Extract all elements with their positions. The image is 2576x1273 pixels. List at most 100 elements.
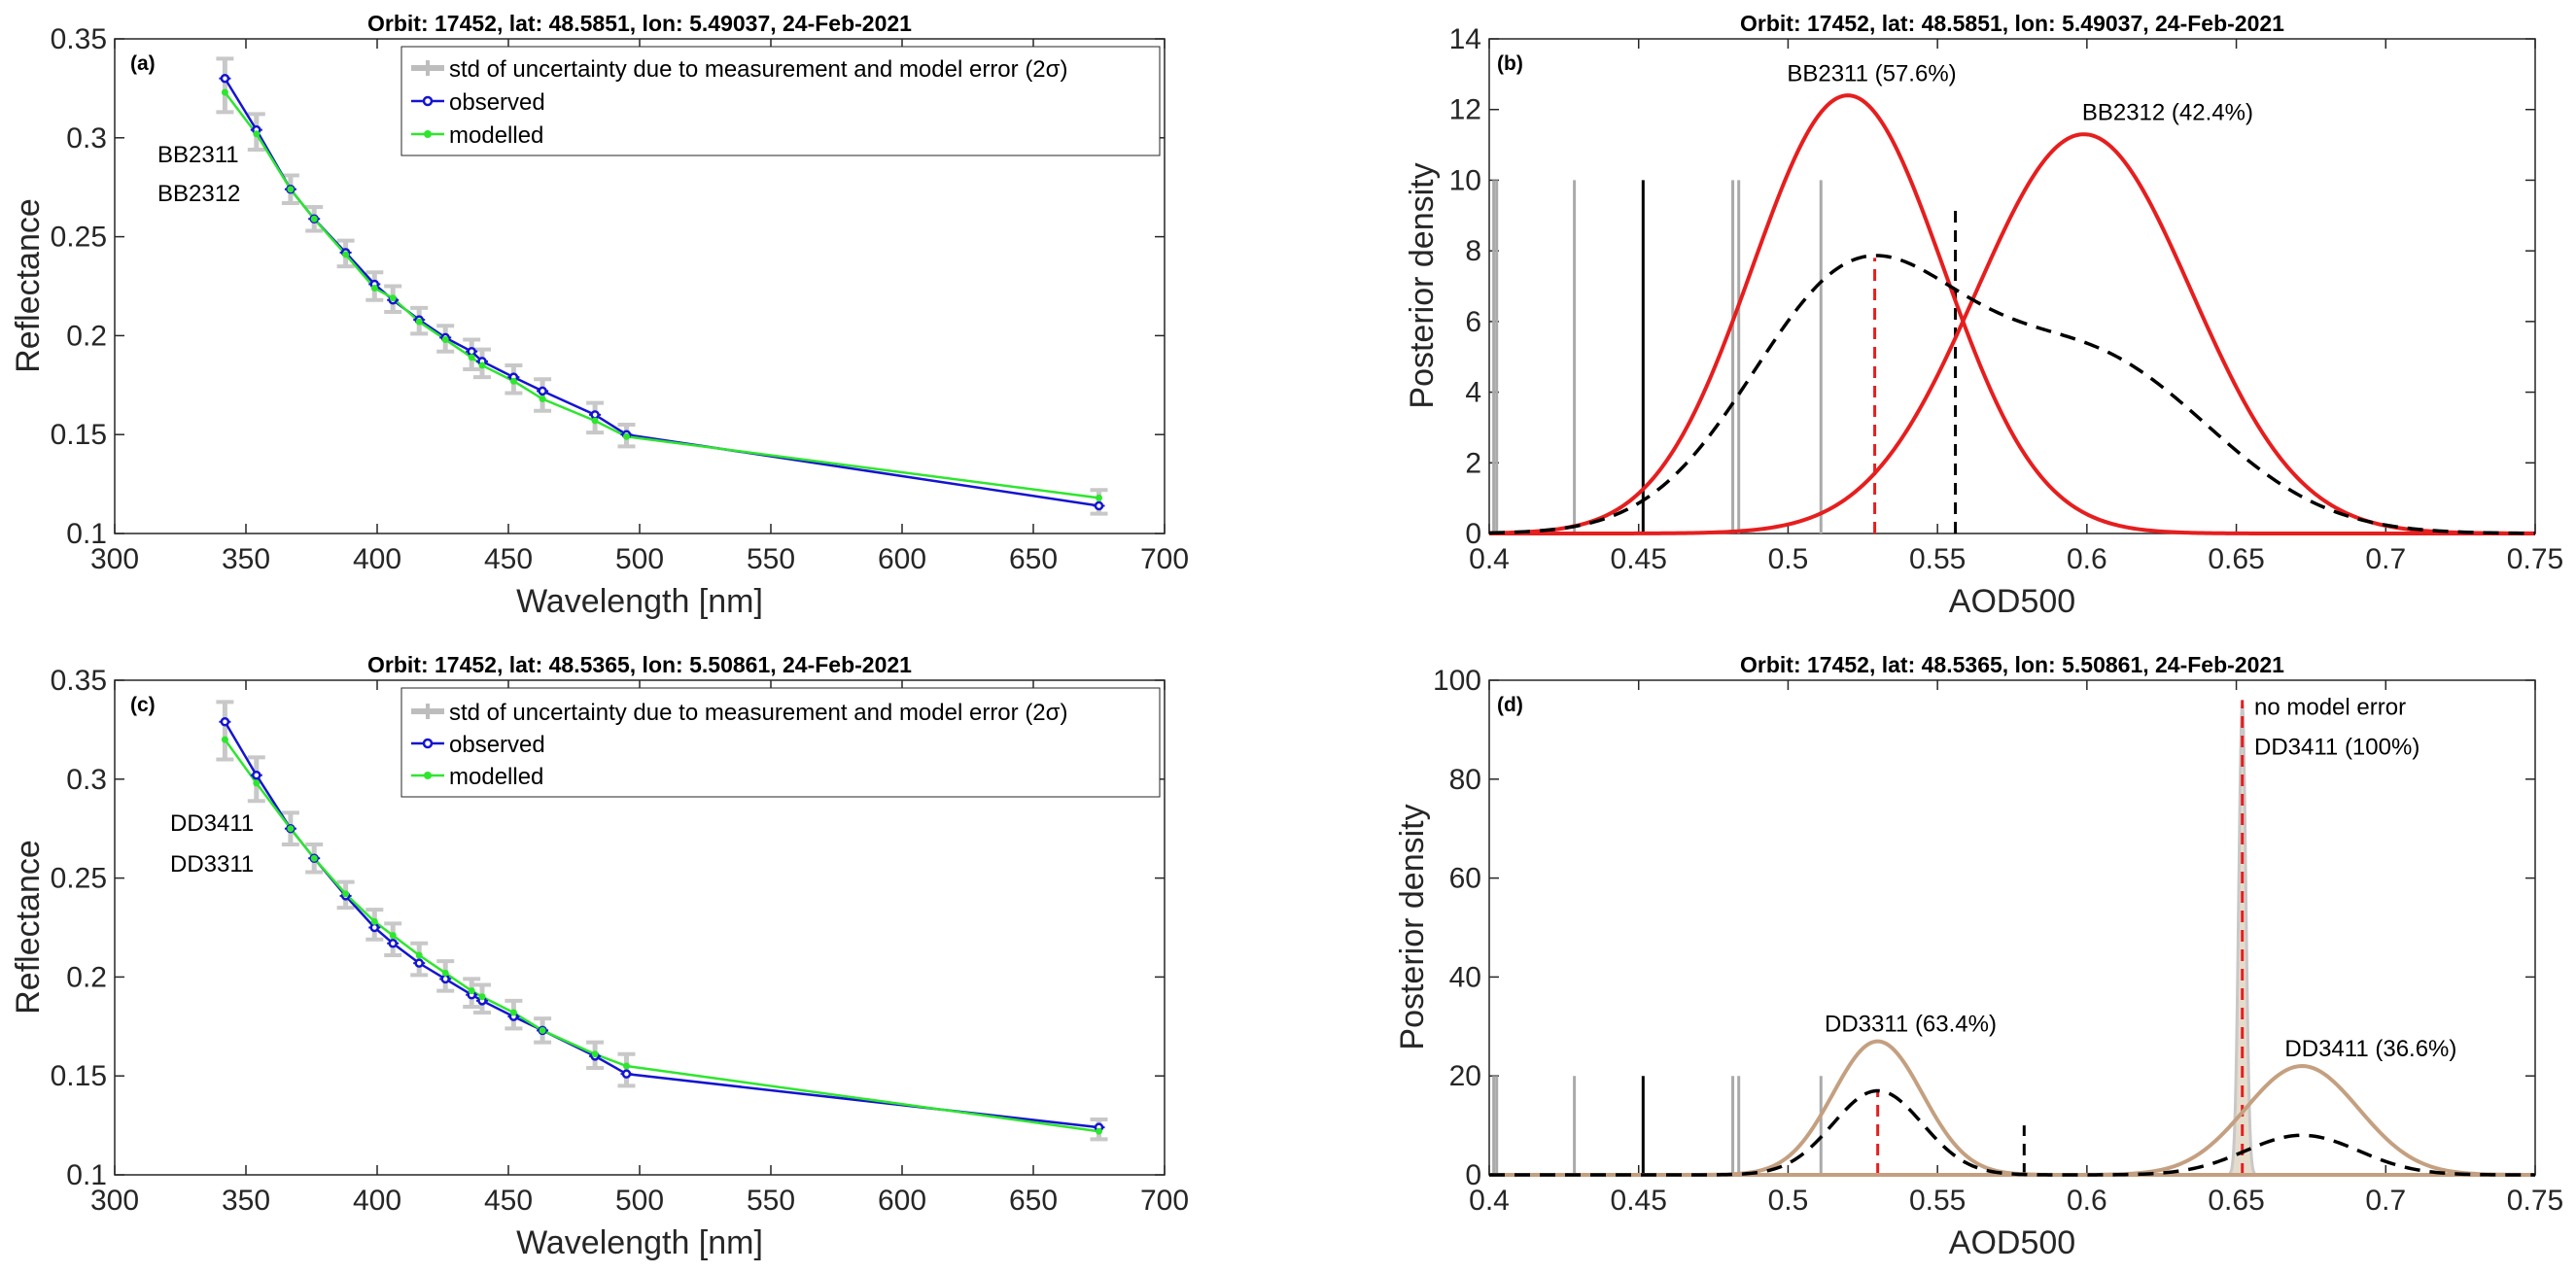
observed-point	[621, 1069, 632, 1079]
x-tick-label: 0.55	[1909, 1185, 1966, 1217]
annotation-label: DD3411	[170, 810, 254, 837]
x-tick-label: 350	[222, 543, 270, 575]
vertical-lines	[1492, 180, 1958, 533]
legend-label: observed	[449, 732, 545, 758]
y-tick-label: 0.1	[66, 1159, 107, 1191]
modelled-point	[287, 186, 295, 193]
y-tick-label: 0.3	[66, 122, 107, 155]
legend-box	[400, 46, 1161, 156]
y-axis-label: Posterior density	[1404, 162, 1441, 408]
y-tick-label: 60	[1449, 863, 1481, 895]
legend-swatch-modelled	[411, 772, 444, 779]
modelled-point	[539, 396, 546, 403]
modelled-point	[342, 251, 350, 258]
panel-c: Orbit: 17452, lat: 48.5365, lon: 5.50861…	[10, 652, 1189, 1261]
modelled-point	[509, 377, 517, 385]
x-tick-label: 650	[1009, 1185, 1058, 1217]
annotation-label: no model error	[2254, 695, 2406, 721]
y-tick-label: 0	[1465, 1159, 1481, 1191]
modelled-point	[539, 1026, 546, 1034]
modelled-point	[389, 294, 397, 302]
x-tick-label: 0.4	[1469, 543, 1510, 575]
y-axis-label: Reflectance	[10, 840, 47, 1015]
model-density-curve	[1489, 1064, 2536, 1177]
modelled-point	[623, 1062, 630, 1070]
x-tick-label: 0.55	[1909, 543, 1966, 575]
modelled-point	[478, 361, 486, 369]
modelled-point	[389, 932, 397, 940]
annotation-label: BB2311	[157, 142, 239, 168]
modelled-point	[441, 969, 449, 977]
y-tick-label: 0.25	[51, 222, 107, 254]
legend-swatch-std	[411, 704, 444, 719]
y-tick-label: 0.1	[66, 518, 107, 550]
y-tick-label: 6	[1465, 306, 1481, 338]
chart-title: Orbit: 17452, lat: 48.5365, lon: 5.50861…	[1740, 652, 2284, 677]
annotation-label: DD3411 (100%)	[2254, 734, 2419, 760]
observed-point	[467, 346, 476, 357]
chart-title: Orbit: 17452, lat: 48.5851, lon: 5.49037…	[1740, 11, 2284, 36]
observed-point	[440, 974, 450, 984]
observed-point	[220, 73, 230, 84]
x-tick-label: 600	[878, 543, 926, 575]
modelled-point	[1096, 494, 1102, 501]
y-tick-label: 0.15	[51, 419, 107, 451]
axis-ticks: 300 350 400 450 500 550 600 650 700 0.1 0.15 0.2 0.2…	[51, 23, 1189, 575]
x-tick-label: 500	[615, 543, 664, 575]
x-tick-label: 600	[878, 1185, 926, 1217]
x-tick-label: 700	[1140, 543, 1189, 575]
x-tick-label: 700	[1140, 1185, 1189, 1217]
panel-d: Orbit: 17452, lat: 48.5365, lon: 5.50861…	[1394, 652, 2563, 1261]
x-tick-label: 0.75	[2507, 543, 2563, 575]
y-tick-label: 10	[1449, 164, 1481, 196]
y-tick-label: 0.35	[51, 665, 107, 697]
modelled-point	[478, 993, 486, 1001]
density-curves	[1488, 93, 2536, 535]
x-axis-label: AOD500	[1949, 583, 2075, 620]
legend-label: modelled	[449, 122, 543, 149]
annotation-label: DD3411 (36.6%)	[2284, 1036, 2456, 1062]
modelled-point	[287, 825, 295, 833]
y-tick-label: 2	[1465, 447, 1481, 479]
x-tick-label: 0.65	[2208, 543, 2264, 575]
modelled-point	[415, 951, 423, 959]
axis-ticks: 0.4 0.45 0.5 0.55 0.6 0.65 0.7 0.75 0 20 40 60 80 100	[1433, 665, 2563, 1217]
y-tick-label: 0.35	[51, 23, 107, 55]
panel-a: Orbit: 17452, lat: 48.5851, lon: 5.49037…	[10, 11, 1189, 620]
axis-ticks: 0.4 0.45 0.5 0.55 0.6 0.65 0.7 0.75 0 2 4 6 8 10 12 14	[1449, 23, 2564, 575]
annotation-label: DD3311 (63.4%)	[1825, 1011, 1997, 1037]
modelled-point	[221, 88, 228, 96]
x-tick-label: 300	[90, 543, 139, 575]
data-markers	[219, 73, 1105, 511]
x-tick-label: 400	[353, 1185, 401, 1217]
x-tick-label: 0.5	[1768, 543, 1809, 575]
x-axis-label: Wavelength [nm]	[516, 583, 763, 620]
x-axis-label: AOD500	[1949, 1224, 2075, 1261]
modelled-point	[310, 854, 318, 862]
legend-label: std of uncertainty due to measurement an…	[449, 56, 1067, 83]
x-tick-label: 0.5	[1768, 1185, 1809, 1217]
modelled-point	[591, 1050, 599, 1058]
legend-box	[400, 687, 1161, 798]
modelled-point	[253, 779, 261, 787]
x-tick-label: 650	[1009, 543, 1058, 575]
x-tick-label: 0.65	[2208, 1185, 2264, 1217]
x-tick-label: 500	[615, 1185, 664, 1217]
y-tick-label: 4	[1465, 377, 1481, 409]
y-tick-label: 40	[1449, 961, 1481, 993]
legend-swatch-std	[411, 60, 444, 76]
annotation-label: DD3311	[170, 851, 254, 877]
x-tick-label: 0.6	[2067, 543, 2107, 575]
x-tick-label: 0.45	[1611, 1185, 1667, 1217]
x-tick-label: 0.6	[2067, 1185, 2107, 1217]
panel-label: (c)	[130, 694, 156, 716]
panel-label: (b)	[1497, 52, 1523, 75]
legend: std of uncertainty due to measurement an…	[400, 46, 1161, 156]
modelled-point	[221, 736, 228, 743]
axis-ticks: 300 350 400 450 500 550 600 650 700 0.1 0.15 0.2 0.2…	[51, 665, 1189, 1217]
y-tick-label: 0.2	[66, 320, 107, 352]
observed-point	[538, 386, 547, 396]
legend-label: std of uncertainty due to measurement an…	[449, 700, 1067, 726]
modelled-point	[468, 987, 475, 995]
